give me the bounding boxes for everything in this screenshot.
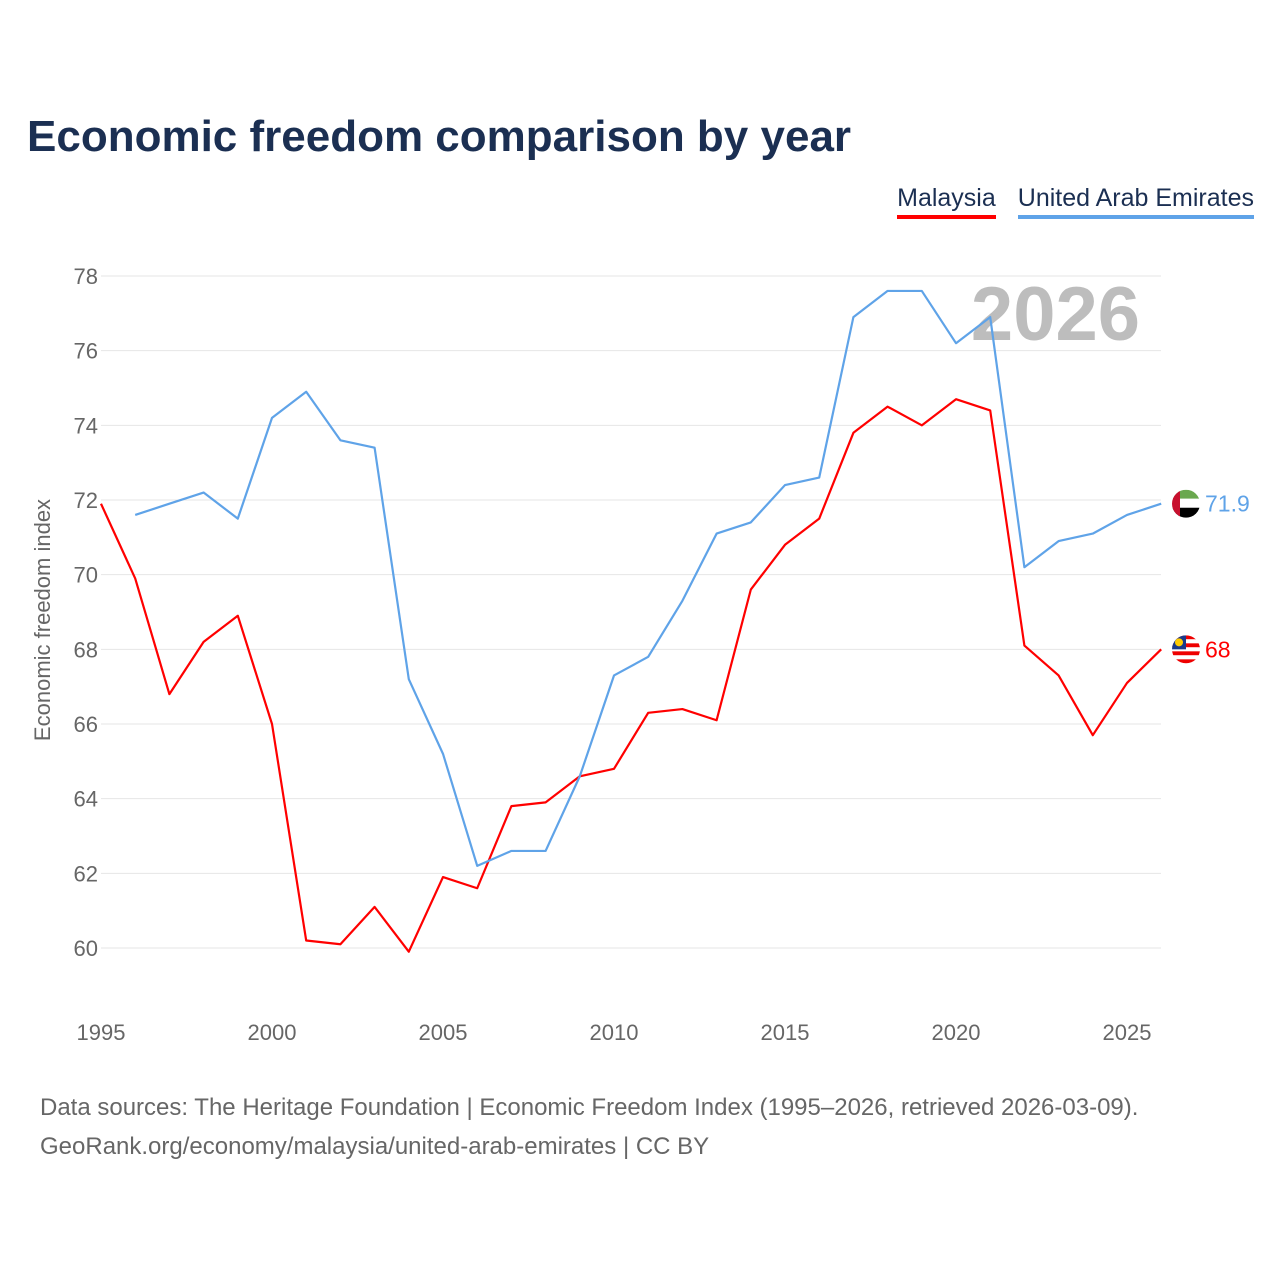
y-tick-label: 62 (74, 861, 98, 886)
x-tick-label: 2000 (248, 1020, 297, 1045)
series-line-uae (134, 289, 1162, 867)
x-tick-label: 2020 (932, 1020, 981, 1045)
x-tick-label: 1995 (77, 1020, 126, 1045)
y-axis-label: Economic freedom index (30, 499, 55, 741)
y-tick-label: 68 (74, 637, 98, 662)
y-tick-label: 72 (74, 488, 98, 513)
y-tick-label: 76 (74, 339, 98, 364)
end-value-label: 68 (1205, 636, 1231, 662)
y-tick-label: 64 (74, 787, 98, 812)
legend-malaysia[interactable]: Malaysia (897, 184, 996, 219)
year-watermark: 2026 (971, 272, 1140, 357)
source-line-1: Data sources: The Heritage Foundation | … (40, 1094, 1139, 1121)
uae-flag-icon (1172, 489, 1200, 518)
legend-uae[interactable]: United Arab Emirates (1017, 184, 1254, 219)
source-line-2[interactable]: GeoRank.org/economy/malaysia/united-arab… (40, 1133, 710, 1160)
legend: Malaysia United Arab Emirates (897, 184, 1254, 219)
y-tick-label: 60 (74, 936, 98, 961)
malaysia-flag-icon (1172, 635, 1200, 664)
series-line-malaysia (99, 398, 1162, 953)
x-tick-label: 2025 (1103, 1020, 1152, 1045)
source-note: Data sources: The Heritage Foundation | … (40, 1088, 1138, 1166)
x-tick-label: 2015 (761, 1020, 810, 1045)
x-tick-label: 2005 (419, 1020, 468, 1045)
y-tick-label: 74 (74, 413, 98, 438)
y-tick-label: 78 (74, 264, 98, 289)
end-value-label: 71.9 (1205, 491, 1250, 517)
y-tick-label: 66 (74, 712, 98, 737)
x-tick-label: 2010 (590, 1020, 639, 1045)
chart-title: Economic freedom comparison by year (27, 112, 852, 161)
y-tick-label: 70 (74, 563, 98, 588)
